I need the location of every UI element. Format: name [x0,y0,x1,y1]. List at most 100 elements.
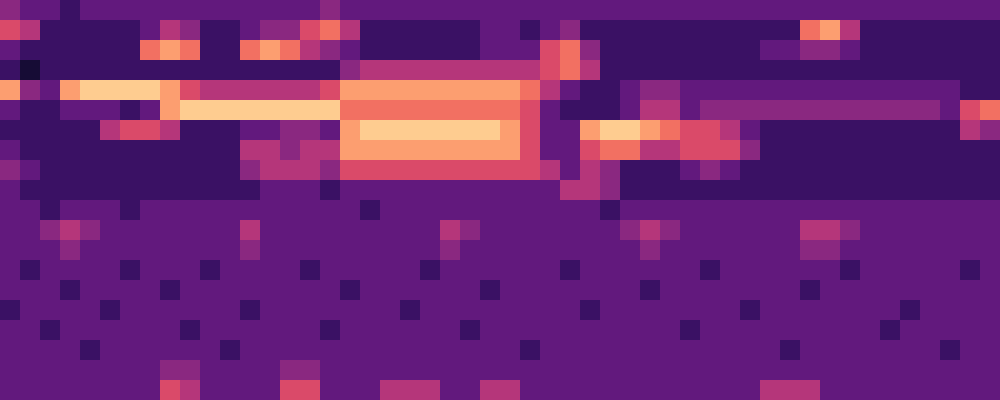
cell [160,60,181,81]
cell [140,380,161,400]
cell [540,300,561,321]
cell [280,100,301,121]
cell [640,140,661,161]
cell [520,320,541,341]
cell [300,160,321,181]
cell [860,320,881,341]
cell [420,100,441,121]
cell [280,200,301,221]
cell [380,320,401,341]
cell [640,180,661,201]
cell [940,20,961,41]
cell [680,160,701,181]
cell [980,100,1000,121]
cell [800,280,821,301]
cell [380,40,401,61]
cell [540,280,561,301]
cell [300,60,321,81]
cell [580,220,601,241]
cell [140,340,161,361]
cell [300,20,321,41]
cell [920,40,941,61]
cell [40,80,61,101]
cell [180,120,201,141]
cell [80,300,101,321]
cell [280,360,301,381]
cell [160,360,181,381]
cell [240,180,261,201]
cell [600,100,621,121]
cell [600,160,621,181]
cell [260,20,281,41]
cell [0,240,21,261]
cell [480,220,501,241]
cell [140,220,161,241]
cell [80,220,101,241]
cell [180,260,201,281]
cell [720,160,741,181]
cell [900,280,921,301]
cell [60,0,81,21]
cell [200,140,221,161]
cell [840,240,861,261]
cell [640,220,661,241]
cell [420,0,441,21]
cell [760,120,781,141]
cell [300,220,321,241]
cell [700,60,721,81]
cell [700,140,721,161]
cell [860,100,881,121]
cell [780,0,801,21]
cell [640,120,661,141]
cell [140,160,161,181]
cell [600,40,621,61]
cell [840,140,861,161]
cell [840,40,861,61]
cell [680,380,701,400]
cell [220,200,241,221]
cell [200,200,221,221]
cell [300,360,321,381]
cell [580,240,601,261]
cell [40,240,61,261]
cell [760,320,781,341]
cell [80,200,101,221]
cell [760,220,781,241]
cell [520,80,541,101]
cell [480,240,501,261]
cell [460,180,481,201]
cell [640,80,661,101]
cell [80,100,101,121]
cell [420,20,441,41]
cell [920,60,941,81]
cell [860,160,881,181]
cell [260,240,281,261]
cell [100,260,121,281]
cell [340,360,361,381]
cell [400,240,421,261]
cell [760,260,781,281]
cell [800,80,821,101]
cell [40,60,61,81]
cell [360,340,381,361]
cell [880,100,901,121]
cell [620,260,641,281]
cell [180,240,201,261]
cell [200,220,221,241]
cell [380,120,401,141]
cell [60,140,81,161]
cell [960,280,981,301]
cell [260,200,281,221]
cell [440,360,461,381]
cell [820,60,841,81]
cell [480,120,501,141]
cell [580,0,601,21]
cell [640,0,661,21]
cell [660,360,681,381]
cell [440,280,461,301]
cell [720,280,741,301]
cell [680,180,701,201]
cell [560,60,581,81]
cell [900,340,921,361]
cell [20,380,41,400]
